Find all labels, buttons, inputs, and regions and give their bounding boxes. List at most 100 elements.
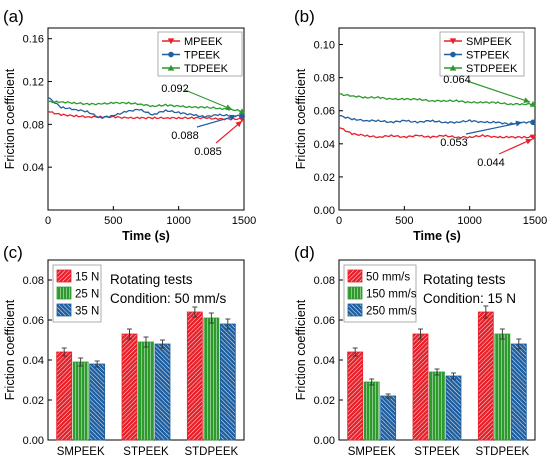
legend-marker: [168, 51, 174, 58]
legend-swatch: [347, 269, 363, 283]
legend-label: 50 mm/s: [366, 272, 410, 284]
x-tick-label: 1000: [457, 215, 481, 227]
y-tick-label: 0.02: [314, 395, 335, 407]
legend-marker: [167, 38, 175, 45]
annotation-label: 0.053: [440, 137, 468, 149]
panel-label: (c): [3, 243, 23, 262]
bar-250 mm/s: [510, 343, 527, 441]
panel-1: 0.00 0.02 0.04 0.06 0.08 0.10 Friction coeffic…: [294, 7, 547, 243]
bar-250 mm/s: [445, 375, 462, 441]
legend-swatch: [56, 286, 72, 300]
x-tick-label: SMPEEK: [57, 446, 105, 458]
panel-label: (b): [294, 7, 315, 26]
condition-note: Condition: 15 N: [423, 291, 516, 306]
bar-25 N: [72, 361, 89, 441]
annotation-label: 0.092: [161, 83, 189, 95]
x-tick-label: STPEEK: [123, 446, 169, 458]
panel-0: 0.04 0.08 0.12 0.16 Friction coefficient (a) 0…: [3, 7, 256, 243]
legend-label: 35 N: [75, 306, 99, 318]
bar-15 N: [56, 351, 73, 441]
condition-note: Condition: 50 mm/s: [110, 291, 227, 306]
legend-marker: [529, 134, 537, 141]
bar-250 mm/s: [380, 395, 397, 441]
legend-swatch: [347, 303, 363, 317]
x-tick-label: 1000: [166, 215, 190, 227]
y-tick-label: 0.08: [23, 119, 44, 131]
bar-50 mm/s: [477, 311, 494, 441]
panel-label: (d): [294, 243, 315, 262]
x-tick-label: SMPEEK: [348, 446, 396, 458]
legend-label: MPEEK: [184, 36, 223, 48]
x-tick-label: STDPEEK: [184, 446, 238, 458]
legend-label: SMPEEK: [466, 36, 513, 48]
annotation-arrow: [498, 138, 533, 155]
legend-marker: [530, 119, 536, 126]
y-tick-label: 0.16: [23, 34, 44, 46]
bar-50 mm/s: [347, 351, 364, 441]
x-tick-label: 0: [336, 215, 342, 227]
series-line-SMPEEK: [338, 126, 536, 139]
y-axis-label: Friction coefficient: [3, 299, 17, 400]
series-line-MPEEK: [47, 110, 245, 121]
bar-150 mm/s: [363, 381, 380, 441]
plot-frame: [47, 27, 245, 211]
y-tick-label: 0.02: [23, 395, 44, 407]
y-tick-label: 0.04: [23, 355, 44, 367]
series-line-STDPEEK: [338, 92, 536, 106]
series-line-TDPEEK: [47, 100, 245, 113]
y-tick-label: 0.06: [314, 106, 335, 118]
annotation-arrowhead: [525, 138, 532, 145]
bar-35 N: [219, 323, 236, 441]
annotation-arrowhead: [515, 120, 522, 127]
legend-marker: [239, 112, 245, 119]
plot-frame: [338, 27, 536, 211]
x-tick-label: 1500: [523, 215, 547, 227]
legend-swatch: [56, 303, 72, 317]
legend-label: 25 N: [75, 289, 99, 301]
bar-15 N: [121, 333, 138, 441]
bar-25 N: [203, 317, 220, 441]
y-tick-label: 0.02: [314, 172, 335, 184]
y-tick-label: 0.00: [23, 435, 44, 447]
legend-label: 15 N: [75, 272, 99, 284]
panel-3: 0.00 0.02 0.04 0.06 0.08 Friction coefficient…: [294, 243, 536, 458]
bar-25 N: [138, 341, 154, 441]
annotation-arrow: [465, 121, 523, 135]
x-tick-label: STPEEK: [414, 446, 460, 458]
y-tick-label: 0.12: [23, 77, 44, 89]
legend-label: 150 mm/s: [366, 289, 417, 301]
y-axis-label: Friction coefficient: [294, 299, 308, 400]
legend-label: TDPEEK: [184, 63, 229, 75]
y-axis-label: Friction coefficient: [294, 68, 308, 169]
legend-marker: [529, 100, 537, 107]
legend-label: STPEEK: [466, 50, 510, 62]
legend-label: TPEEK: [184, 50, 221, 62]
y-tick-label: 0.08: [314, 73, 335, 85]
annotation-arrowhead: [235, 121, 242, 128]
legend-marker: [238, 108, 246, 115]
condition-note: Rotating tests: [110, 272, 193, 287]
x-tick-label: 1500: [232, 215, 256, 227]
chart-layer: 0.04 0.08 0.12 0.16 Friction coefficient (a) 0…: [3, 7, 547, 458]
y-tick-label: 0.08: [314, 275, 335, 287]
legend-label: 250 mm/s: [366, 306, 417, 318]
y-tick-label: 0.00: [314, 205, 335, 217]
bar-150 mm/s: [494, 333, 511, 441]
bar-35 N: [89, 363, 106, 441]
bar-150 mm/s: [429, 371, 445, 441]
legend-marker: [450, 51, 456, 58]
legend-marker: [449, 38, 457, 45]
legend-swatch: [347, 286, 363, 300]
y-axis-label: Friction coefficient: [3, 68, 17, 169]
x-tick-label: 0: [45, 215, 51, 227]
x-tick-label: 500: [395, 215, 413, 227]
bar-35 N: [154, 343, 171, 441]
annotation-arrowhead: [523, 97, 530, 104]
legend-label: STDPEEK: [466, 63, 518, 75]
y-tick-label: 0.08: [23, 275, 44, 287]
annotation-arrow: [196, 115, 237, 128]
y-tick-label: 0.00: [314, 435, 335, 447]
y-tick-label: 0.04: [314, 139, 335, 151]
legend-marker: [449, 64, 457, 71]
